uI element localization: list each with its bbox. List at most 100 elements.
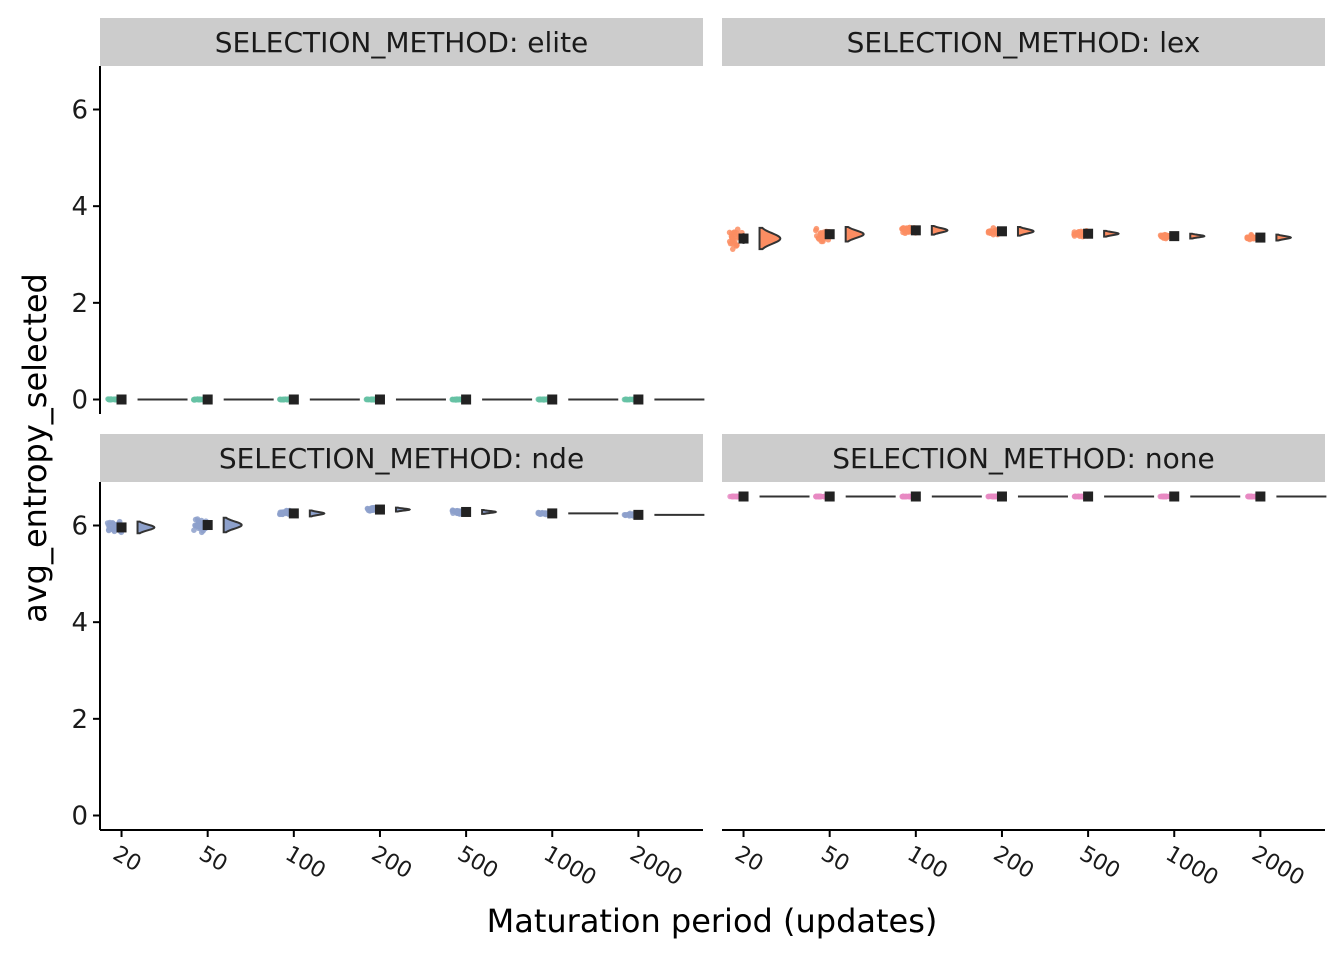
facet-strip-label: SELECTION_METHOD: elite — [215, 26, 589, 59]
median-marker — [374, 504, 385, 515]
data-point — [986, 230, 993, 236]
x-tick-label: 20 — [109, 842, 146, 878]
data-point — [280, 396, 286, 403]
data-point — [900, 493, 906, 500]
data-point — [1248, 493, 1255, 500]
panel-none: SELECTION_METHOD: none — [722, 434, 1327, 502]
median-marker — [374, 394, 385, 405]
median-marker — [547, 508, 558, 519]
violin — [844, 225, 865, 243]
median-marker — [1083, 228, 1094, 239]
group-lex-100 — [899, 224, 949, 237]
data-point — [1248, 234, 1254, 241]
median-marker — [1255, 232, 1266, 243]
data-point — [733, 493, 739, 500]
group-lex-2000 — [1244, 231, 1293, 243]
violin — [1103, 229, 1120, 238]
data-point — [816, 236, 822, 242]
group-none-200 — [985, 491, 1068, 502]
group-lex-500 — [1071, 228, 1120, 240]
group-nde-100 — [277, 507, 326, 519]
median-marker — [202, 394, 213, 405]
x-tick-label: 20 — [731, 842, 768, 878]
y-tick-label: 4 — [71, 192, 88, 222]
x-tick-label: 500 — [1075, 842, 1124, 885]
facet-strip — [722, 18, 1325, 66]
data-point — [198, 529, 205, 536]
data-point — [110, 524, 117, 531]
median-marker — [1169, 491, 1180, 502]
median-marker — [1169, 231, 1180, 242]
data-point — [107, 397, 114, 403]
median-marker — [633, 394, 644, 405]
data-point — [622, 512, 629, 518]
group-nde-1000 — [535, 508, 619, 519]
violin — [1189, 232, 1206, 240]
y-tick-label: 6 — [71, 96, 88, 126]
y-axis-row-1: 0 2 4 6 — [71, 66, 101, 416]
median-marker — [738, 233, 749, 244]
data-point — [283, 507, 290, 514]
data-point — [109, 520, 116, 526]
y-tick-label: 4 — [71, 608, 88, 638]
x-axis-title: Maturation period (updates) — [487, 902, 938, 940]
data-point — [1158, 493, 1165, 500]
median-marker — [461, 506, 472, 517]
x-tick-label: 50 — [817, 842, 854, 878]
data-point — [453, 397, 459, 403]
group-elite-100 — [277, 394, 360, 405]
x-tick-label: 2000 — [625, 842, 686, 892]
facet-strip — [100, 18, 703, 66]
violin — [1016, 225, 1035, 237]
group-none-2000 — [1245, 491, 1327, 502]
group-lex-50 — [813, 225, 865, 245]
data-point — [536, 511, 543, 517]
x-tick-label: 100 — [281, 842, 330, 885]
y-tick-label: 2 — [71, 289, 88, 319]
data-point — [733, 243, 740, 249]
data-point — [820, 237, 826, 243]
x-tick-label: 1000 — [539, 842, 600, 892]
x-tick-label: 200 — [989, 842, 1038, 885]
y-axis-row-2: 0 2 4 6 — [71, 482, 101, 832]
y-axis-layer: 0 2 4 6 0 2 4 6 — [71, 66, 101, 832]
facet-strip-label: SELECTION_METHOD: lex — [847, 26, 1201, 59]
violin — [758, 226, 782, 251]
group-none-1000 — [1157, 491, 1241, 502]
data-point — [1073, 493, 1079, 500]
median-marker — [202, 520, 213, 531]
panel-lex: SELECTION_METHOD: lex — [722, 18, 1325, 252]
group-elite-2000 — [621, 394, 705, 405]
data-point — [111, 396, 118, 403]
panel-elite: SELECTION_METHOD: elite — [100, 18, 705, 405]
facet-strip-label: SELECTION_METHOD: nde — [219, 442, 584, 475]
median-marker — [288, 508, 299, 519]
data-point — [1162, 234, 1168, 240]
x-tick-label: 100 — [903, 842, 952, 885]
x-axis-layer: 20 50 100 200 500 1000 2000 20 50 100 200 500 1000 20… — [100, 829, 1325, 892]
group-elite-1000 — [535, 394, 619, 405]
group-lex-20 — [726, 226, 782, 252]
data-point — [105, 527, 112, 534]
median-marker — [1083, 491, 1094, 502]
median-marker — [547, 394, 558, 405]
median-marker — [910, 225, 921, 236]
group-lex-200 — [985, 225, 1035, 238]
median-marker — [116, 522, 127, 533]
y-tick-label: 6 — [71, 512, 88, 542]
group-elite-50 — [190, 394, 274, 405]
facet-strip-label: SELECTION_METHOD: none — [832, 442, 1214, 475]
median-marker — [288, 394, 299, 405]
group-none-500 — [1071, 491, 1155, 502]
y-tick-label: 0 — [71, 386, 88, 416]
x-tick-label: 200 — [367, 842, 416, 885]
data-point — [368, 506, 375, 512]
data-point — [817, 231, 824, 237]
median-marker — [996, 226, 1007, 237]
group-none-100 — [899, 491, 982, 502]
x-tick-label: 500 — [453, 842, 502, 885]
median-marker — [824, 229, 835, 240]
group-nde-20 — [104, 518, 156, 536]
data-point — [900, 229, 906, 236]
